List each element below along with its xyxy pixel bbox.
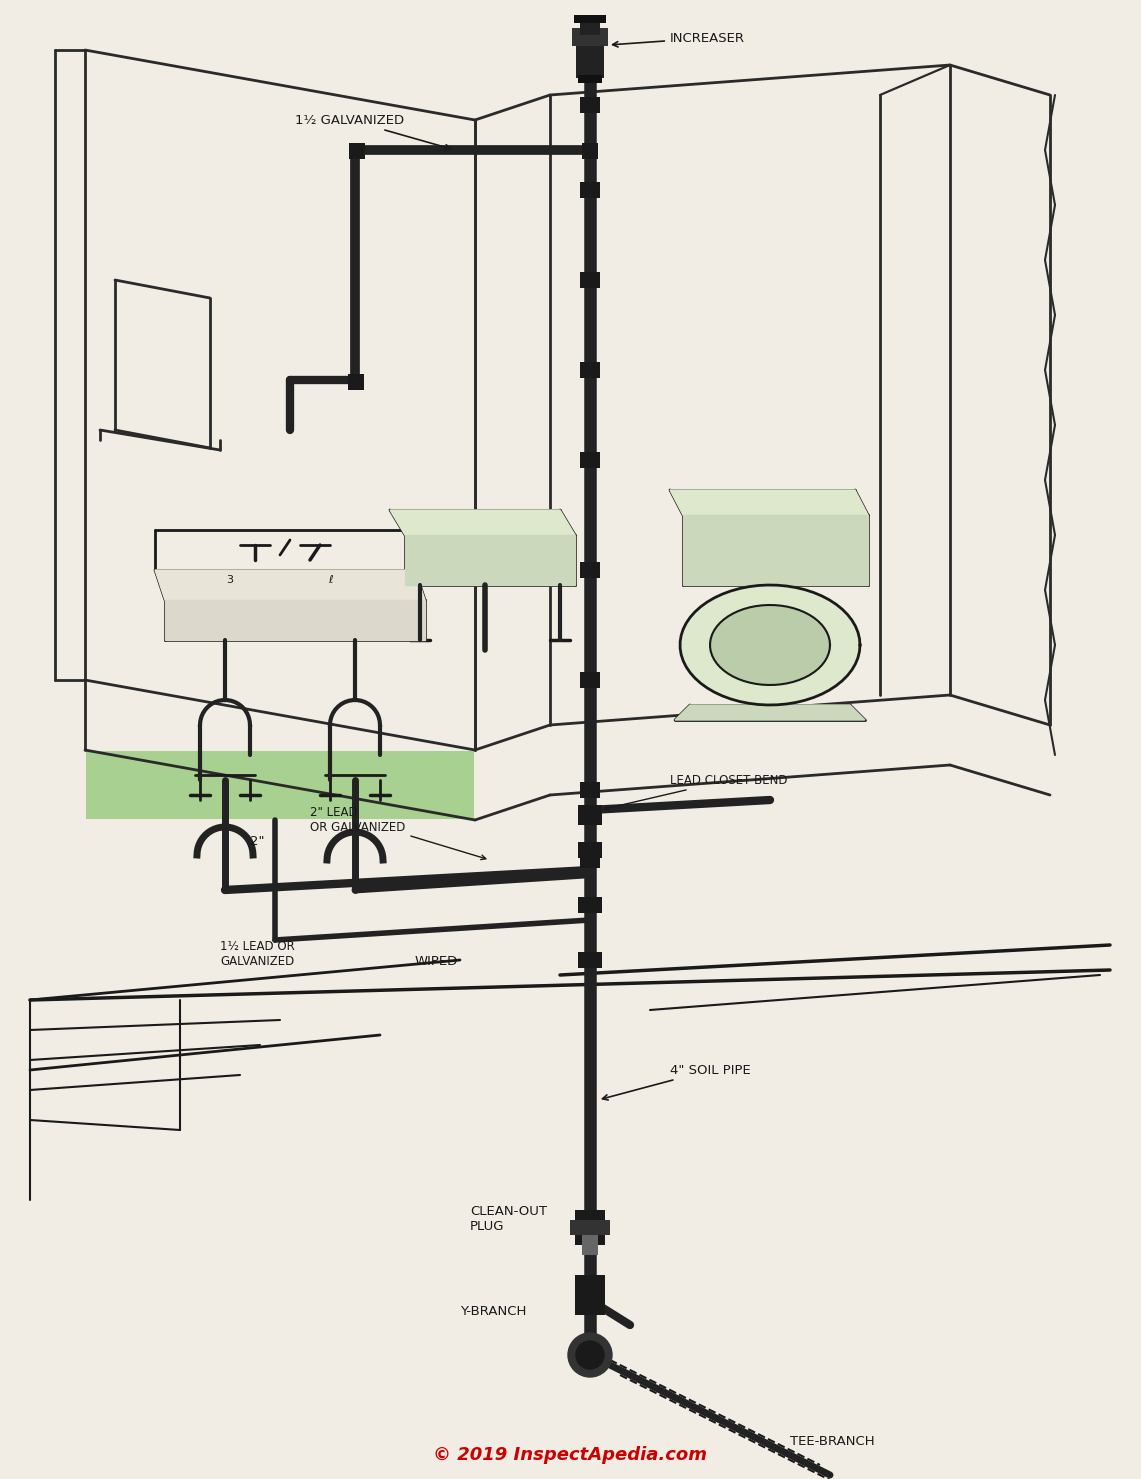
Text: 2" LEAD
OR GALVANIZED: 2" LEAD OR GALVANIZED bbox=[310, 806, 486, 859]
Polygon shape bbox=[405, 535, 575, 586]
Text: ℓ: ℓ bbox=[327, 575, 332, 586]
Text: Y-BRANCH: Y-BRANCH bbox=[460, 1304, 526, 1318]
Polygon shape bbox=[155, 569, 424, 600]
Text: WIPED: WIPED bbox=[415, 955, 459, 967]
Text: CLEAN-OUT
PLUG: CLEAN-OUT PLUG bbox=[470, 1205, 547, 1233]
Bar bbox=[1123, 0, 1141, 1479]
Bar bbox=[570, 1220, 610, 1235]
Bar bbox=[572, 28, 608, 46]
Bar bbox=[578, 952, 602, 967]
Polygon shape bbox=[683, 515, 868, 586]
Text: 3: 3 bbox=[227, 575, 234, 586]
Bar bbox=[86, 751, 474, 819]
Bar bbox=[580, 671, 600, 688]
Polygon shape bbox=[165, 600, 424, 640]
Polygon shape bbox=[390, 510, 575, 535]
Polygon shape bbox=[710, 605, 830, 685]
Bar bbox=[576, 28, 604, 78]
Bar bbox=[582, 1235, 598, 1256]
Bar bbox=[580, 362, 600, 379]
Bar bbox=[580, 782, 600, 799]
Bar bbox=[348, 374, 364, 390]
Bar bbox=[580, 272, 600, 288]
Bar bbox=[578, 75, 602, 83]
Polygon shape bbox=[675, 705, 865, 720]
Text: TEE-BRANCH: TEE-BRANCH bbox=[790, 1435, 875, 1448]
Bar bbox=[580, 21, 600, 35]
Bar bbox=[578, 805, 602, 825]
Circle shape bbox=[568, 1333, 612, 1377]
Bar bbox=[580, 98, 600, 112]
Polygon shape bbox=[670, 490, 868, 515]
Text: 2": 2" bbox=[250, 836, 265, 847]
Text: LEAD CLOSET BEND: LEAD CLOSET BEND bbox=[605, 774, 787, 810]
Bar bbox=[580, 182, 600, 198]
Bar bbox=[574, 15, 606, 24]
Bar bbox=[582, 143, 598, 160]
Text: 4" SOIL PIPE: 4" SOIL PIPE bbox=[602, 1063, 751, 1100]
Text: INCREASER: INCREASER bbox=[613, 31, 745, 47]
Text: 1½ GALVANIZED: 1½ GALVANIZED bbox=[296, 114, 451, 149]
Bar bbox=[575, 1210, 605, 1245]
Bar bbox=[580, 562, 600, 578]
Bar bbox=[349, 143, 365, 160]
Circle shape bbox=[576, 1341, 604, 1370]
Bar bbox=[578, 896, 602, 913]
Bar bbox=[578, 1340, 602, 1370]
Bar bbox=[580, 852, 600, 868]
Text: © 2019 InspectApedia.com: © 2019 InspectApedia.com bbox=[432, 1446, 707, 1464]
Bar bbox=[575, 1275, 605, 1315]
Polygon shape bbox=[680, 586, 860, 705]
Text: 1½ LEAD OR
GALVANIZED: 1½ LEAD OR GALVANIZED bbox=[220, 941, 294, 967]
Bar bbox=[0, 0, 1141, 18]
Bar bbox=[0, 1461, 1141, 1479]
Bar bbox=[578, 842, 602, 858]
Bar bbox=[0, 0, 18, 1479]
Bar bbox=[580, 453, 600, 467]
